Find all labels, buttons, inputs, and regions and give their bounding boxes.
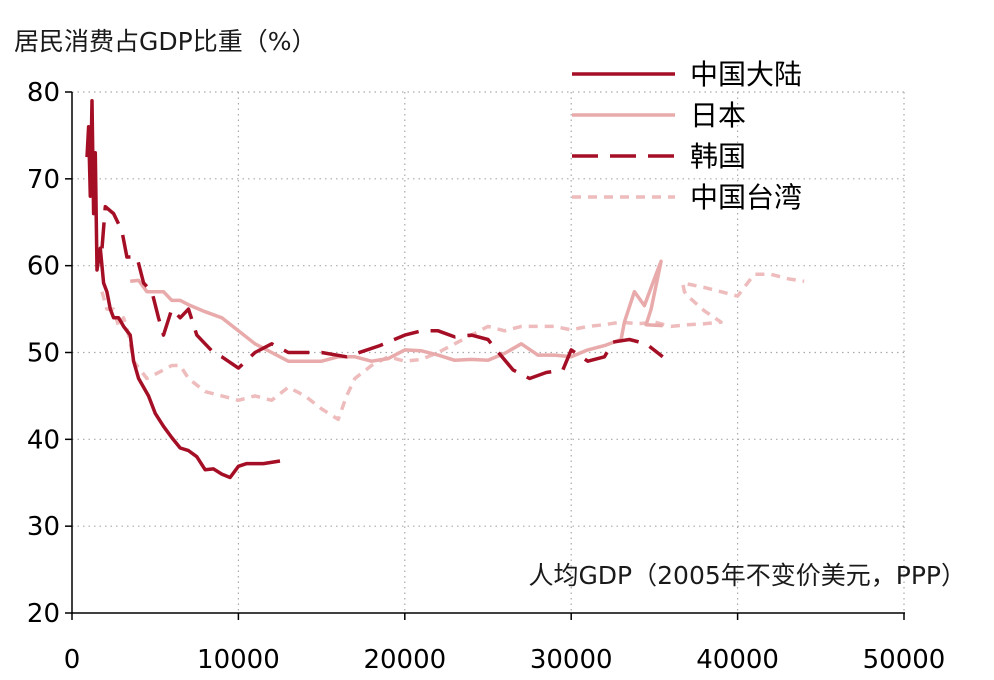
series-line-3 [100, 204, 664, 381]
y-tick-label: 70 [27, 165, 60, 195]
y-tick-label: 30 [27, 512, 60, 542]
legend-label: 中国台湾 [690, 181, 802, 214]
x-tick-label: 30000 [530, 645, 613, 675]
legend-label: 中国大陆 [690, 58, 802, 91]
grid [72, 91, 905, 613]
y-tick-label: 50 [27, 339, 60, 369]
x-tick-label: 50000 [863, 645, 946, 675]
ticks: 20 30 40 50 60 70 80 0 10000 20000 30000 40000 50000 [27, 78, 945, 675]
y-tick-label: 80 [27, 78, 60, 108]
x-tick-label: 10000 [197, 645, 280, 675]
y-tick-label: 20 [27, 599, 60, 629]
legend-label: 日本 [690, 99, 746, 132]
series-line-4 [100, 272, 805, 422]
axes [71, 92, 905, 614]
x-tick-label: 20000 [363, 645, 446, 675]
series-line-1 [85, 98, 281, 480]
x-axis-title: 人均GDP（2005年不变价美元，PPP） [528, 561, 966, 590]
y-tick-label: 60 [27, 252, 60, 282]
x-tick-label: 40000 [696, 645, 779, 675]
y-axis-title: 居民消费占GDP比重（%） [14, 27, 316, 56]
legend-label: 韩国 [690, 140, 746, 173]
x-tick-label: 0 [64, 645, 81, 675]
series-line-2 [130, 259, 663, 363]
y-tick-label: 40 [27, 425, 60, 455]
series-layer [85, 98, 805, 480]
